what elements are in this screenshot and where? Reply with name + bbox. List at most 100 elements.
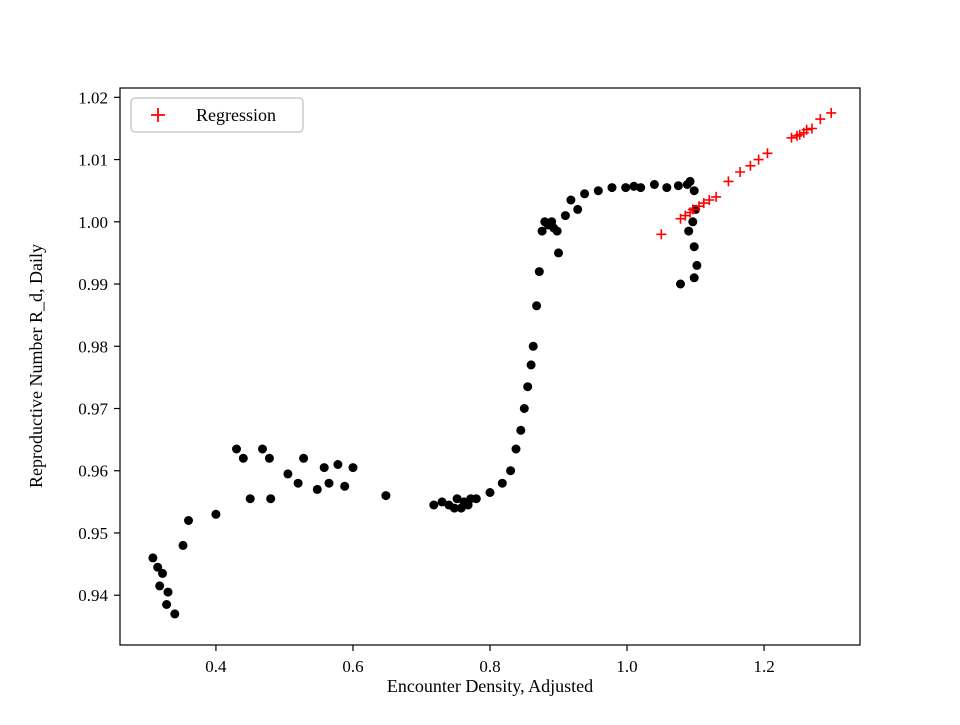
data-point bbox=[348, 463, 358, 473]
y-tick-label: 0.95 bbox=[78, 524, 108, 543]
data-point bbox=[580, 189, 590, 199]
data-point bbox=[319, 463, 329, 473]
data-point bbox=[684, 226, 694, 236]
data-point bbox=[636, 183, 646, 193]
data-point bbox=[506, 466, 516, 476]
data-point bbox=[534, 267, 544, 277]
data-point bbox=[178, 540, 188, 550]
data-point bbox=[283, 469, 293, 479]
data-point bbox=[689, 186, 699, 196]
y-tick-label: 1.01 bbox=[78, 151, 108, 170]
data-point bbox=[153, 562, 163, 572]
data-point bbox=[629, 181, 639, 191]
data-point bbox=[163, 587, 173, 597]
data-point bbox=[340, 481, 350, 491]
data-point bbox=[560, 211, 570, 221]
data-point bbox=[162, 600, 172, 609]
data-point bbox=[293, 478, 303, 488]
data-point bbox=[258, 444, 267, 454]
data-point bbox=[649, 180, 659, 189]
data-point bbox=[266, 494, 276, 504]
data-point bbox=[485, 488, 495, 497]
data-point bbox=[526, 360, 536, 370]
regression-point bbox=[807, 123, 817, 134]
data-point bbox=[607, 183, 617, 193]
data-point bbox=[621, 183, 631, 193]
data-point bbox=[511, 444, 521, 454]
data-point bbox=[333, 460, 343, 469]
data-point bbox=[155, 581, 165, 591]
data-point bbox=[593, 186, 603, 196]
axes-frame bbox=[119, 87, 861, 646]
y-tick-label: 0.99 bbox=[78, 275, 108, 294]
regression-point bbox=[711, 191, 722, 202]
data-point bbox=[528, 341, 538, 351]
data-point bbox=[238, 453, 248, 463]
legend-box bbox=[130, 97, 304, 133]
regression-point bbox=[704, 195, 715, 205]
data-point bbox=[532, 301, 542, 311]
data-point bbox=[692, 260, 702, 270]
axis-ticks: 0.4 0.6 0.8 1.0 1.2 0.94 0.95 0.96 0.97 0.98 0.99 1… bbox=[78, 88, 774, 676]
regression-marker-icon bbox=[151, 108, 165, 122]
data-point bbox=[437, 497, 447, 507]
x-axis-label: Encounter Density, Adjusted bbox=[387, 676, 593, 696]
data-point bbox=[324, 478, 334, 488]
data-point bbox=[554, 248, 563, 258]
regression-point bbox=[815, 114, 826, 125]
data-point bbox=[688, 217, 698, 227]
data-point bbox=[299, 453, 309, 463]
regression-point bbox=[656, 229, 667, 240]
data-point bbox=[523, 382, 533, 392]
data-point bbox=[673, 181, 683, 191]
data-point bbox=[662, 183, 672, 193]
data-point bbox=[573, 204, 583, 214]
x-tick-label: 1.2 bbox=[753, 657, 774, 676]
regression-point bbox=[753, 154, 764, 165]
y-tick-label: 1.00 bbox=[78, 213, 108, 232]
regression-point bbox=[786, 132, 797, 143]
data-point bbox=[429, 500, 439, 510]
data-point bbox=[497, 478, 507, 488]
x-tick-label: 0.6 bbox=[342, 657, 363, 676]
regression-point bbox=[801, 124, 812, 135]
data-point bbox=[566, 195, 576, 205]
data-point bbox=[685, 176, 695, 186]
regression-point bbox=[687, 204, 698, 215]
data-point bbox=[676, 279, 685, 289]
data-point bbox=[689, 242, 699, 252]
y-tick-label: 0.98 bbox=[78, 337, 108, 356]
x-tick-label: 1.0 bbox=[616, 657, 637, 676]
data-point bbox=[264, 453, 274, 463]
data-point bbox=[552, 226, 562, 236]
y-axis-label: Reproductive Number R_d, Daily bbox=[26, 244, 46, 488]
data-point bbox=[148, 553, 158, 563]
regression-point bbox=[826, 107, 837, 118]
data-point bbox=[452, 494, 462, 504]
data-point bbox=[170, 609, 180, 619]
y-tick-label: 1.02 bbox=[78, 88, 108, 107]
data-point bbox=[519, 404, 529, 413]
data-point bbox=[381, 491, 391, 501]
regression-point bbox=[723, 176, 734, 187]
data-point bbox=[184, 516, 193, 525]
data-point bbox=[245, 494, 255, 504]
data-point bbox=[211, 509, 221, 519]
data-point bbox=[312, 484, 322, 494]
x-tick-label: 0.8 bbox=[479, 657, 500, 676]
y-tick-label: 0.96 bbox=[78, 462, 108, 481]
data-point bbox=[516, 425, 526, 435]
data-point bbox=[689, 273, 699, 283]
data-point bbox=[449, 503, 459, 513]
legend: Regression bbox=[130, 97, 304, 133]
data-point bbox=[232, 444, 241, 454]
data-point bbox=[537, 226, 547, 236]
regression-point bbox=[698, 198, 709, 209]
regression-point bbox=[745, 160, 756, 171]
regression-point bbox=[762, 148, 773, 159]
data-points bbox=[148, 107, 837, 619]
data-point bbox=[471, 494, 481, 504]
data-point bbox=[158, 568, 167, 578]
